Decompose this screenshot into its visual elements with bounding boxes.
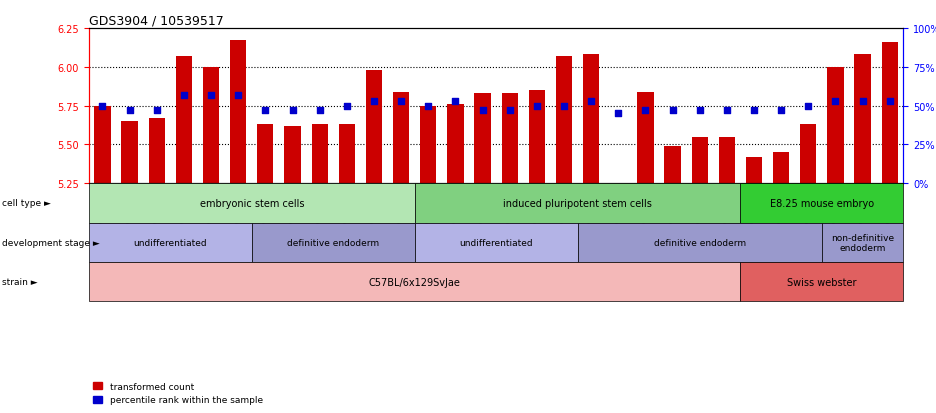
Text: E8.25 mouse embryo: E8.25 mouse embryo bbox=[769, 198, 874, 209]
Bar bbox=[692, 137, 708, 184]
Point bbox=[720, 108, 735, 114]
Bar bbox=[475, 94, 490, 184]
Point bbox=[611, 111, 626, 117]
Legend: transformed count, percentile rank within the sample: transformed count, percentile rank withi… bbox=[94, 382, 263, 404]
Point bbox=[856, 98, 870, 105]
Point bbox=[475, 108, 490, 114]
Bar bbox=[312, 125, 328, 184]
Point bbox=[665, 108, 680, 114]
Point bbox=[503, 108, 518, 114]
Point bbox=[340, 103, 355, 109]
Point bbox=[313, 108, 328, 114]
Point bbox=[150, 108, 165, 114]
Text: definitive endoderm: definitive endoderm bbox=[653, 238, 746, 247]
Bar bbox=[827, 68, 843, 184]
Text: undifferentiated: undifferentiated bbox=[460, 238, 533, 247]
Bar bbox=[800, 125, 816, 184]
Text: GDS3904 / 10539517: GDS3904 / 10539517 bbox=[89, 15, 224, 28]
Text: non-definitive
endoderm: non-definitive endoderm bbox=[831, 233, 894, 252]
Point bbox=[801, 103, 816, 109]
Bar bbox=[420, 106, 436, 184]
Point bbox=[828, 98, 843, 105]
Point bbox=[204, 92, 219, 99]
Point bbox=[421, 103, 436, 109]
Bar bbox=[665, 147, 680, 184]
Bar bbox=[447, 105, 463, 184]
Point bbox=[883, 98, 898, 105]
Bar bbox=[502, 94, 518, 184]
Bar bbox=[366, 71, 382, 184]
Point bbox=[774, 108, 789, 114]
Text: definitive endoderm: definitive endoderm bbox=[287, 238, 379, 247]
Text: induced pluripotent stem cells: induced pluripotent stem cells bbox=[503, 198, 652, 209]
Bar bbox=[339, 125, 355, 184]
Bar bbox=[583, 55, 599, 184]
Bar bbox=[393, 93, 409, 184]
Point bbox=[747, 108, 762, 114]
Bar bbox=[637, 93, 653, 184]
Bar bbox=[257, 125, 273, 184]
Point bbox=[177, 92, 192, 99]
Point bbox=[367, 98, 382, 105]
Text: embryonic stem cells: embryonic stem cells bbox=[199, 198, 304, 209]
Text: strain ►: strain ► bbox=[2, 278, 37, 286]
Point bbox=[258, 108, 273, 114]
Bar bbox=[149, 119, 165, 184]
Text: cell type ►: cell type ► bbox=[2, 199, 51, 208]
Bar bbox=[719, 137, 735, 184]
Point bbox=[95, 103, 110, 109]
Bar bbox=[855, 55, 870, 184]
Bar bbox=[230, 41, 246, 184]
Text: Swiss webster: Swiss webster bbox=[787, 277, 856, 287]
Bar bbox=[122, 122, 138, 184]
Bar bbox=[285, 126, 300, 184]
Point bbox=[448, 98, 463, 105]
Point bbox=[557, 103, 572, 109]
Bar bbox=[203, 68, 219, 184]
Point bbox=[231, 92, 246, 99]
Bar bbox=[529, 91, 545, 184]
Point bbox=[123, 108, 138, 114]
Bar bbox=[773, 153, 789, 184]
Bar bbox=[95, 106, 110, 184]
Point bbox=[693, 108, 708, 114]
Bar bbox=[556, 57, 572, 184]
Bar bbox=[746, 157, 762, 184]
Point bbox=[394, 98, 409, 105]
Point bbox=[584, 98, 599, 105]
Text: undifferentiated: undifferentiated bbox=[134, 238, 207, 247]
Bar bbox=[176, 57, 192, 184]
Bar bbox=[882, 43, 898, 184]
Point bbox=[285, 108, 300, 114]
Point bbox=[530, 103, 545, 109]
Text: C57BL/6x129SvJae: C57BL/6x129SvJae bbox=[369, 277, 461, 287]
Text: development stage ►: development stage ► bbox=[2, 238, 99, 247]
Point bbox=[638, 108, 653, 114]
